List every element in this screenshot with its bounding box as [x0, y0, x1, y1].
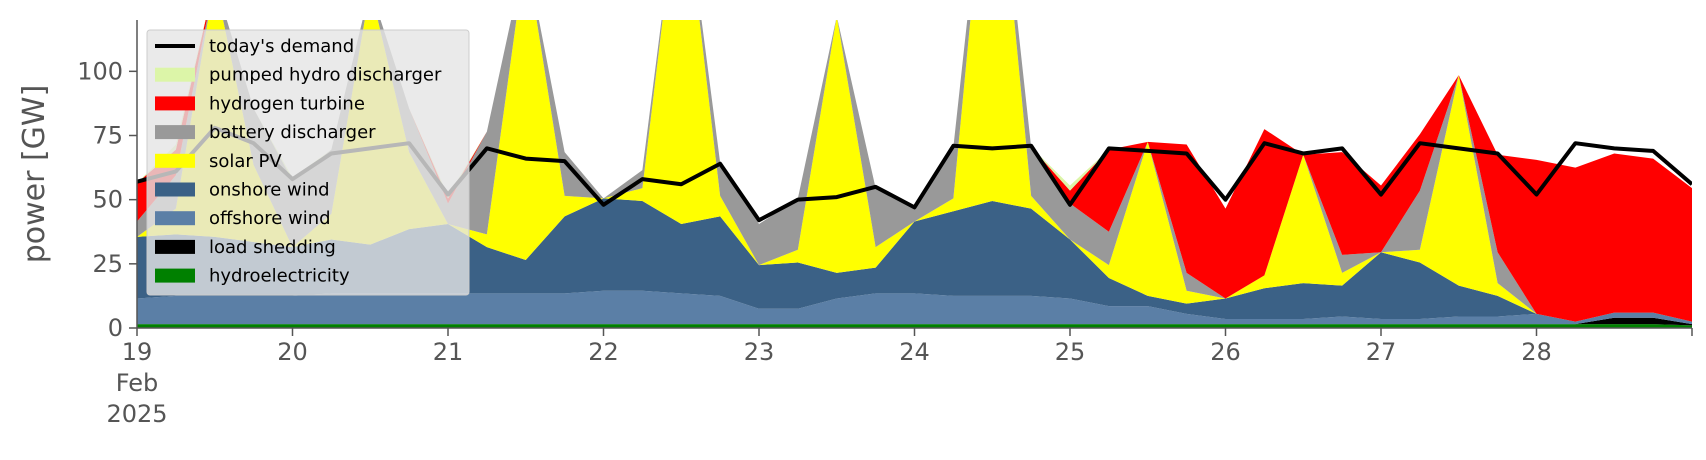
legend-label-offshore-wind: offshore wind [209, 208, 331, 229]
x-tick-label: 21 [433, 338, 464, 366]
x-tick-label: 24 [899, 338, 930, 366]
y-tick-label: 50 [92, 186, 123, 214]
x-tick-label: 23 [744, 338, 775, 366]
legend-swatch-onshore-wind [155, 182, 195, 197]
area-offshore-wind [137, 290, 1692, 325]
legend-label-load-shedding: load shedding [209, 237, 336, 258]
legend: today's demand pumped hydro discharger hyd… [146, 29, 470, 296]
y-tick-label: 0 [108, 314, 123, 342]
y-tick-label: 75 [92, 122, 123, 150]
y-tick-label: 100 [77, 57, 123, 85]
area-onshore-wind [137, 198, 1692, 322]
legend-swatch-offshore-wind [155, 211, 195, 226]
area-hydroelectricity [137, 324, 1692, 328]
legend-swatch-pumped-hydro-discharger [155, 67, 195, 82]
x-tick-sublabel: Feb [116, 369, 159, 397]
legend-label-pumped-hydro-discharger: pumped hydro discharger [209, 65, 442, 86]
axes: 0 25 50 75 100 19 Feb 2025 20 21 22 23 24 25 26 27 28 [77, 20, 1693, 428]
legend-swatch-hydrogen-turbine [155, 96, 195, 111]
legend-label-onshore-wind: onshore wind [209, 180, 330, 201]
x-tick-label: 22 [588, 338, 619, 366]
y-axis-title: power [GW] [17, 85, 52, 264]
x-tick-sublabel: 2025 [106, 400, 167, 428]
x-tick-label: 28 [1521, 338, 1552, 366]
y-tick-label: 25 [92, 250, 123, 278]
legend-swatch-load-shedding [155, 239, 195, 254]
x-tick-label: 19 [122, 338, 153, 366]
stacked-areas [137, 20, 1692, 328]
legend-label-battery-discharger: battery discharger [209, 122, 376, 143]
area-solar-pv [137, 20, 1692, 322]
legend-label-today-s-demand: today's demand [209, 36, 354, 57]
legend-label-solar-pv: solar PV [209, 151, 282, 172]
x-tick-label: 26 [1210, 338, 1241, 366]
legend-swatch-hydroelectricity [155, 268, 195, 283]
x-tick-label: 25 [1055, 338, 1086, 366]
legend-label-hydrogen-turbine: hydrogen turbine [209, 93, 365, 114]
legend-label-hydroelectricity: hydroelectricity [209, 266, 350, 287]
area-hydrogen-turbine [137, 20, 1692, 322]
legend-box [146, 29, 470, 296]
x-tick-label: 20 [277, 338, 308, 366]
legend-swatch-battery-discharger [155, 125, 195, 140]
x-tick-label: 27 [1366, 338, 1397, 366]
legend-swatch-solar-pv [155, 153, 195, 168]
